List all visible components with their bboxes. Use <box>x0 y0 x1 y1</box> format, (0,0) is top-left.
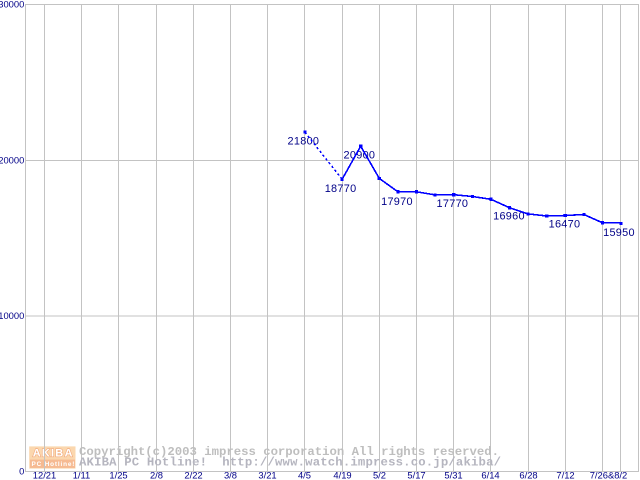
svg-text:20900: 20900 <box>344 150 376 162</box>
svg-text:AKIBA PC Hotline! http://www.: AKIBA PC Hotline! http://www.watch.impre… <box>79 456 501 470</box>
svg-text:5/17: 5/17 <box>407 469 425 480</box>
svg-text:30000: 30000 <box>0 0 24 10</box>
svg-text:17770: 17770 <box>437 198 469 210</box>
svg-text:16960: 16960 <box>493 211 525 223</box>
svg-text:7/26&8/2: 7/26&8/2 <box>590 469 628 480</box>
svg-text:4/19: 4/19 <box>333 469 351 480</box>
svg-text:4/5: 4/5 <box>298 469 311 480</box>
svg-text:20000: 20000 <box>0 154 24 165</box>
svg-text:2/22: 2/22 <box>184 469 202 480</box>
svg-text:1/25: 1/25 <box>109 469 127 480</box>
svg-text:12/21: 12/21 <box>33 469 56 480</box>
svg-text:Copyright(c)2003 impress corpo: Copyright(c)2003 impress corporation All… <box>79 445 499 459</box>
svg-text:5/2: 5/2 <box>373 469 386 480</box>
svg-text:PC Hotline!: PC Hotline! <box>32 461 76 468</box>
svg-text:AKIBA: AKIBA <box>33 447 74 459</box>
svg-text:16470: 16470 <box>549 219 581 231</box>
svg-text:18770: 18770 <box>325 183 357 195</box>
svg-text:6/28: 6/28 <box>519 469 537 480</box>
svg-text:6/14: 6/14 <box>481 469 499 480</box>
svg-text:5/31: 5/31 <box>444 469 462 480</box>
svg-text:15950: 15950 <box>603 227 635 239</box>
svg-text:1/11: 1/11 <box>73 469 91 480</box>
svg-text:0: 0 <box>19 465 24 476</box>
svg-text:21800: 21800 <box>288 135 320 147</box>
svg-text:3/21: 3/21 <box>258 469 276 480</box>
svg-text:7/12: 7/12 <box>556 469 574 480</box>
svg-text:17970: 17970 <box>381 196 413 208</box>
svg-text:2/8: 2/8 <box>150 469 163 480</box>
svg-text:3/8: 3/8 <box>224 469 237 480</box>
svg-text:10000: 10000 <box>0 310 24 321</box>
